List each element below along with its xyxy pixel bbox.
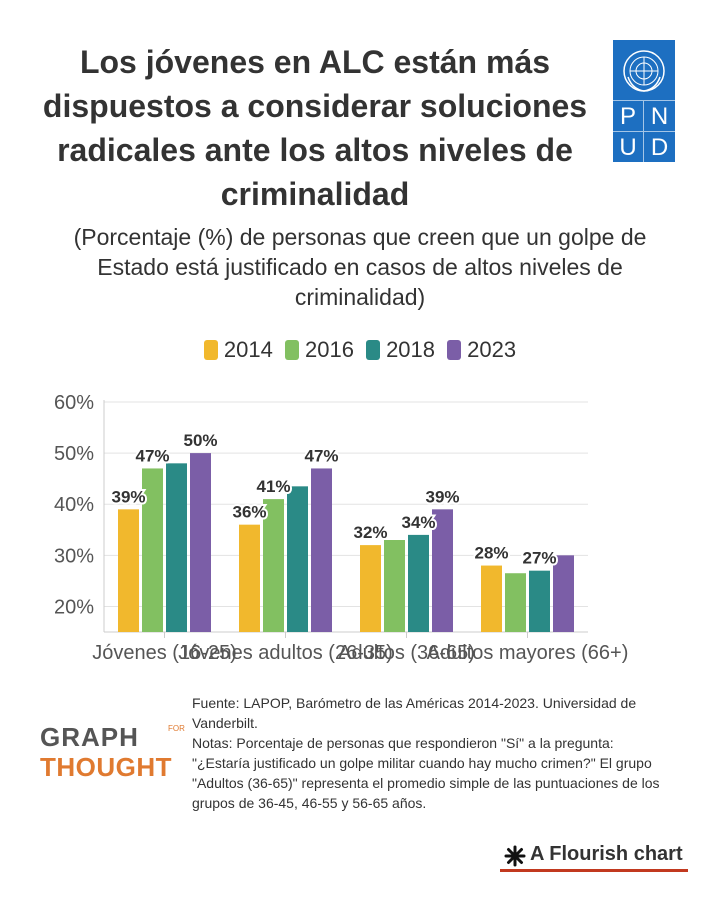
data-label: 32% xyxy=(353,523,387,542)
data-label: 27% xyxy=(522,549,556,568)
x-category-label: Jóvenes adultos (26-35) xyxy=(178,642,393,664)
y-tick-label: 60% xyxy=(54,392,94,414)
un-emblem-icon xyxy=(623,50,665,92)
bar-2014 xyxy=(118,509,139,632)
logo-for-text: FOR xyxy=(168,724,185,733)
logo-graph-text: GRAPH xyxy=(40,722,139,752)
bar-2016 xyxy=(505,573,526,632)
legend-label: 2018 xyxy=(386,337,436,362)
legend-swatch xyxy=(447,340,462,360)
y-tick-label: 20% xyxy=(54,596,94,618)
data-label: 47% xyxy=(135,446,169,465)
logo-letter: P xyxy=(613,100,644,131)
bar-2023 xyxy=(553,555,574,632)
bar-2023 xyxy=(432,509,453,632)
flourish-credit[interactable]: A Flourish chart xyxy=(500,843,688,872)
source-note: Fuente: LAPOP, Barómetro de las Américas… xyxy=(192,695,637,731)
legend-item-2018[interactable]: 2018 xyxy=(366,336,435,364)
flourish-label: A Flourish chart xyxy=(530,843,683,865)
logo-thought-text: THOUGHT xyxy=(40,752,173,782)
bar-2018 xyxy=(408,534,429,632)
bar-2018 xyxy=(529,570,550,632)
legend-swatch xyxy=(366,340,381,360)
logo-letter: N xyxy=(644,100,675,131)
flourish-asterisk-icon xyxy=(504,845,526,867)
legend-label: 2014 xyxy=(223,337,273,362)
logo-letter: U xyxy=(613,131,644,162)
legend-item-2023[interactable]: 2023 xyxy=(447,336,516,364)
bar-2016 xyxy=(142,468,163,632)
bar-chart: 60% 50% 40% 30% 20% Jóvenes (16-25)Jóvenes ad… xyxy=(54,392,629,664)
bar-2023 xyxy=(190,453,211,632)
legend-item-2016[interactable]: 2016 xyxy=(284,336,354,364)
data-label: 50% xyxy=(183,431,217,450)
data-label: 34% xyxy=(401,513,435,532)
bar-2016 xyxy=(384,540,405,632)
logo-letter: D xyxy=(644,131,675,162)
bar-2018 xyxy=(287,486,308,632)
legend-swatch xyxy=(284,340,299,360)
x-category-label: Adultos mayores (66+) xyxy=(427,642,629,664)
bar-2018 xyxy=(166,463,187,632)
x-category-label: Adultos (36-65) xyxy=(338,642,475,664)
chart-legend: 2014 2016 2018 2023 xyxy=(0,336,720,364)
undp-logo: P N U D xyxy=(613,40,675,162)
bar-2014 xyxy=(360,545,381,632)
y-tick-label: 40% xyxy=(54,494,94,516)
data-label: 36% xyxy=(232,503,266,522)
legend-label: 2016 xyxy=(304,337,354,362)
y-tick-label: 50% xyxy=(54,443,94,465)
methodology-note: Notas: Porcentaje de personas que respon… xyxy=(192,735,660,811)
chart-footer: Fuente: LAPOP, Barómetro de las Américas… xyxy=(192,693,672,813)
legend-label: 2023 xyxy=(467,337,517,362)
bar-2023 xyxy=(311,468,332,632)
bar-2014 xyxy=(481,565,502,632)
chart-subtitle: (Porcentaje (%) de personas que creen qu… xyxy=(73,224,647,310)
y-tick-label: 30% xyxy=(54,545,94,567)
graph-for-thought-logo: GRAPH FOR THOUGHT xyxy=(40,722,200,782)
data-label: 39% xyxy=(111,487,145,506)
x-category-label: Jóvenes (16-25) xyxy=(92,642,237,664)
bar-2016 xyxy=(263,499,284,632)
legend-item-2014[interactable]: 2014 xyxy=(203,336,273,364)
data-label: 28% xyxy=(474,544,508,563)
bar-2014 xyxy=(239,524,260,632)
chart-title: Los jóvenes en ALC están más dispuestos … xyxy=(42,44,588,212)
data-label: 41% xyxy=(256,477,290,496)
data-label: 47% xyxy=(304,446,338,465)
data-label: 39% xyxy=(425,487,459,506)
legend-swatch xyxy=(203,340,218,360)
